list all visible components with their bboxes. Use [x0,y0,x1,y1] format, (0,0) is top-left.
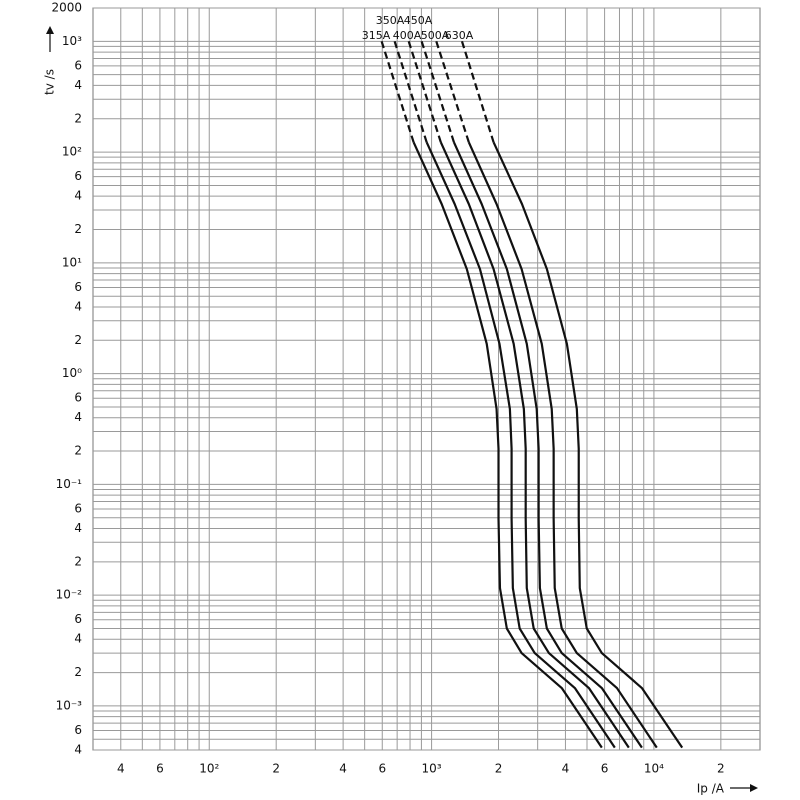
y-tick-label: 10³ [62,34,82,48]
curve-dashed [393,41,428,143]
curve-label: 500A [421,29,450,42]
x-tick-label: 6 [378,762,386,776]
y-tick-label: 10² [62,145,82,159]
x-tick-label: 2 [495,762,503,776]
y-tick-label: 6 [74,280,82,294]
y-tick-label: 2 [74,665,82,679]
curve-dashed [420,41,455,143]
curve-label: 400A [393,29,422,42]
x-tick-label: 4 [117,762,125,776]
curve-dashed [435,41,470,143]
curve [492,141,684,749]
y-tick-label: 6 [74,169,82,183]
x-tick-label: 4 [339,762,347,776]
y-axis-arrowhead [46,26,54,34]
x-axis-title: Ip /A [697,782,725,796]
curve-dashed [380,41,415,143]
y-tick-label: 4 [74,632,82,646]
x-tick-label: 6 [601,762,609,776]
x-tick-label: 10³ [422,762,442,776]
x-tick-label: 6 [156,762,164,776]
curve [467,141,658,749]
y-tick-label: 6 [74,501,82,515]
y-tick-label: 10⁰ [62,366,82,380]
x-tick-label: 10² [199,762,219,776]
y-tick-label: 4 [74,189,82,203]
y-tick-label: 4 [74,521,82,535]
x-tick-label: 10⁴ [644,762,664,776]
y-tick-label: 4 [74,410,82,424]
x-tick-label: 2 [717,762,725,776]
y-tick-label: 6 [74,58,82,72]
y-tick-label: 4 [74,78,82,92]
y-tick-label: 6 [74,612,82,626]
y-axis-title: tv /s [43,69,57,95]
y-tick-label: 4 [74,743,82,757]
curve-label: 630A [445,29,474,42]
curve-label: 350A [376,14,405,27]
y-tick-label: 2 [74,333,82,347]
curve-dashed [407,41,442,143]
y-tick-label: 10⁻³ [56,698,83,712]
curve [439,141,630,749]
y-tick-label: 6 [74,723,82,737]
y-tick-label: 4 [74,299,82,313]
curve-label: 450A [404,14,433,27]
y-tick-label: 10⁻¹ [56,477,83,491]
curve-label: 315A [362,29,391,42]
x-tick-label: 2 [272,762,280,776]
y-tick-label: 10⁻² [56,588,83,602]
y-tick-label: 2 [74,111,82,125]
x-axis-arrowhead [750,784,758,792]
y-tick-label: 2 [74,222,82,236]
curve [425,141,616,749]
y-tick-label: 2 [74,444,82,458]
y-tick-label: 10¹ [62,255,82,269]
curve [452,141,643,749]
curve-dashed [460,41,495,143]
y-tick-label: 2 [74,554,82,568]
y-tick-label: 2000 [51,1,82,15]
x-tick-label: 4 [562,762,570,776]
curve [412,141,603,749]
y-tick-label: 6 [74,391,82,405]
